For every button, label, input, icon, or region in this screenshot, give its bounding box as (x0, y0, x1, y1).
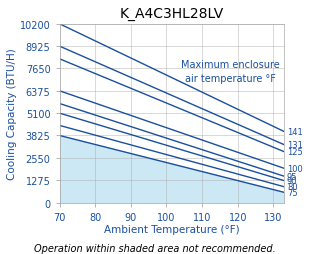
Text: 131: 131 (287, 141, 303, 150)
Title: K_A4C3HL28LV: K_A4C3HL28LV (120, 7, 224, 21)
Text: 95: 95 (287, 172, 298, 181)
Text: 100: 100 (287, 164, 303, 173)
X-axis label: Ambient Temperature (°F): Ambient Temperature (°F) (104, 225, 240, 234)
Text: Maximum enclosure
air temperature °F: Maximum enclosure air temperature °F (181, 60, 280, 83)
Text: 80: 80 (287, 183, 298, 192)
Text: 141: 141 (287, 128, 303, 136)
Text: 125: 125 (287, 148, 303, 156)
Text: Operation within shaded area not recommended.: Operation within shaded area not recomme… (34, 244, 276, 253)
Y-axis label: Cooling Capacity (BTU/H): Cooling Capacity (BTU/H) (7, 48, 17, 179)
Text: 90: 90 (287, 176, 298, 185)
Text: 75: 75 (287, 188, 298, 197)
